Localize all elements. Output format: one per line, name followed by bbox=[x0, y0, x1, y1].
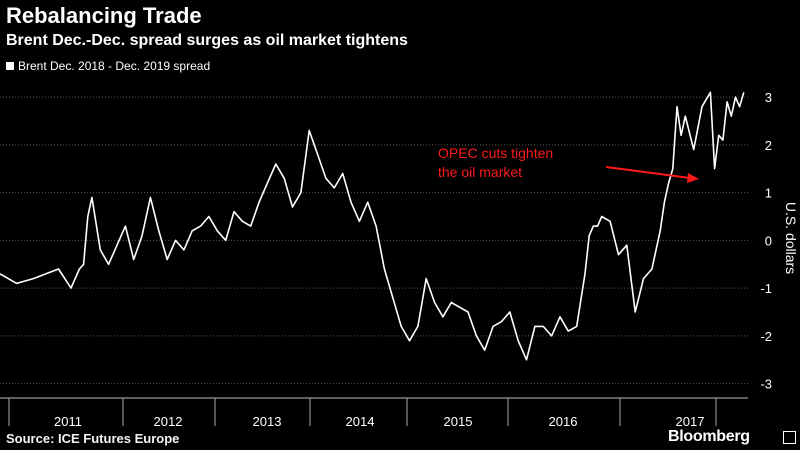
legend-label: Brent Dec. 2018 - Dec. 2019 spread bbox=[18, 59, 211, 73]
y-tick-label: 1 bbox=[765, 186, 772, 201]
x-tick-label: 2017 bbox=[676, 414, 705, 429]
x-tick-label: 2012 bbox=[154, 414, 183, 429]
annotation: OPEC cuts tighten the oil market bbox=[438, 145, 699, 183]
series-line bbox=[0, 91, 745, 361]
y-tick-label: -1 bbox=[760, 281, 772, 296]
bloomberg-mark-icon bbox=[783, 431, 796, 444]
y-tick-label: 2 bbox=[765, 138, 772, 153]
bloomberg-logo: Bloomberg bbox=[668, 428, 750, 445]
y-axis: 3 2 1 0 -1 -2 -3 bbox=[760, 90, 772, 392]
x-tick-label: 2014 bbox=[346, 414, 375, 429]
legend: Brent Dec. 2018 - Dec. 2019 spread bbox=[6, 59, 210, 73]
y-tick-label: -2 bbox=[760, 329, 772, 344]
chart-title: Rebalancing Trade bbox=[6, 3, 202, 28]
annotation-text: the oil market bbox=[438, 164, 522, 180]
y-tick-label: -3 bbox=[760, 377, 772, 392]
annotation-text: OPEC cuts tighten bbox=[438, 145, 553, 161]
chart-subtitle: Brent Dec.-Dec. spread surges as oil mar… bbox=[6, 32, 408, 49]
x-tick-label: 2013 bbox=[253, 414, 282, 429]
y-tick-label: 3 bbox=[765, 90, 772, 105]
annotation-arrow bbox=[605, 166, 691, 179]
source-note: Source: ICE Futures Europe bbox=[6, 431, 180, 446]
x-tick-label: 2015 bbox=[444, 414, 473, 429]
y-axis-label: U.S. dollars bbox=[783, 202, 799, 274]
y-tick-label: 0 bbox=[765, 233, 772, 248]
annotation-arrowhead bbox=[687, 173, 699, 183]
x-tick-label: 2016 bbox=[549, 414, 578, 429]
grid bbox=[0, 96, 748, 385]
legend-swatch bbox=[6, 62, 14, 70]
x-axis: 2011 2012 2013 2014 2015 2016 2017 bbox=[0, 397, 748, 429]
x-tick-label: 2011 bbox=[54, 414, 82, 429]
